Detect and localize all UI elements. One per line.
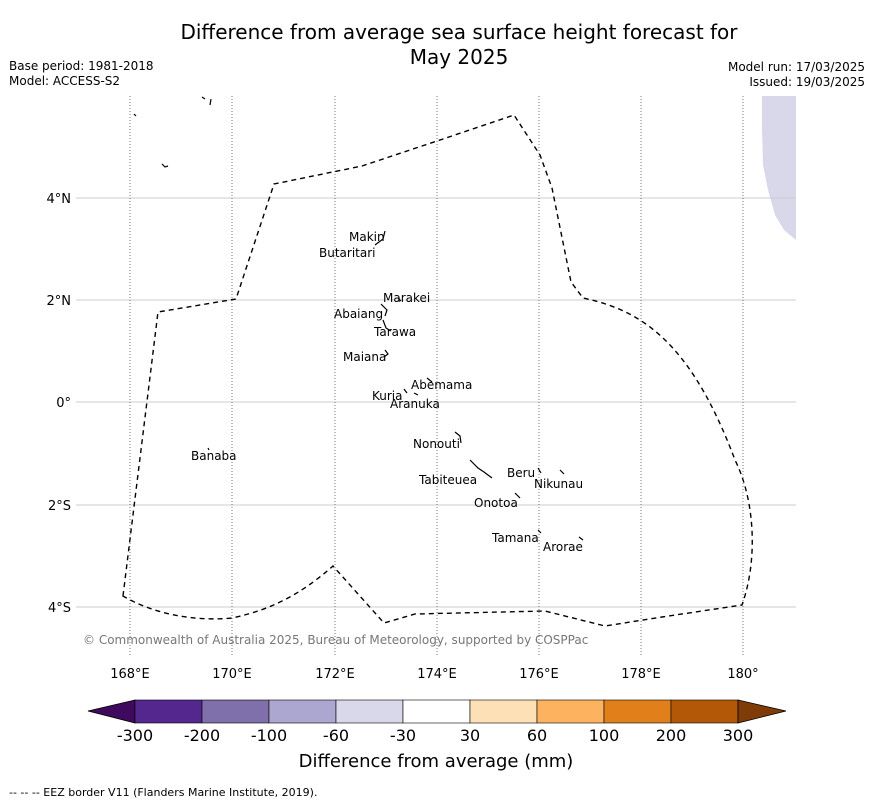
colorbar-label: -300 [117, 726, 153, 745]
copyright-text: © Commonwealth of Australia 2025, Bureau… [83, 633, 588, 647]
meta-right: Model run: 17/03/2025 Issued: 19/03/2025 [728, 60, 865, 90]
lon-tick-label: 168°E [110, 667, 150, 682]
lat-tick-label: 2°N [47, 294, 72, 309]
page-title-line2: May 2025 [409, 45, 509, 69]
colorbar-label: -30 [390, 726, 416, 745]
colorbar-label: 60 [527, 726, 547, 745]
eez-border [122, 114, 753, 627]
colorbar-label: -60 [323, 726, 349, 745]
colorbar-segment [402, 699, 471, 724]
colorbar: -300 -200 -100 -60 -30 30 60 100 200 300 Differen… [87, 699, 787, 772]
anomaly-patch [762, 96, 796, 240]
page-title: Difference from average sea surface heig… [180, 20, 738, 44]
lon-tick-label: 180° [727, 667, 758, 682]
base-period: Base period: 1981-2018 [9, 59, 154, 73]
colorbar-extend-high [737, 699, 787, 724]
colorbar-segment [134, 699, 203, 724]
lon-tick-label: 172°E [315, 667, 355, 682]
lat-tick-label: 0° [56, 396, 71, 411]
colorbar-segment [603, 699, 672, 724]
lat-tick-label: 4°N [47, 192, 72, 207]
island-label-tarawa: Tarawa [373, 325, 416, 339]
colorbar-label: 30 [460, 726, 480, 745]
colorbar-segment [670, 699, 739, 724]
lon-tick-label: 170°E [212, 667, 252, 682]
island-label-banaba: Banaba [191, 449, 237, 463]
island-label-abemama: Abemama [411, 378, 472, 392]
island-label-onotoa: Onotoa [474, 496, 518, 510]
island-label-arorae: Arorae [543, 540, 583, 554]
island-label-butaritari: Butaritari [319, 246, 376, 260]
colorbar-label: -100 [251, 726, 287, 745]
map-area: Makin Butaritari Marakei Abaiang Tarawa … [76, 96, 796, 657]
colorbar-extend-low [87, 699, 136, 724]
footer-note: -- -- -- EEZ border V11 (Flanders Marine… [9, 786, 318, 799]
lat-gridlines [76, 197, 796, 608]
lon-tick-labels: 168°E 170°E 172°E 174°E 176°E 178°E 180° [110, 667, 758, 682]
island-label-makin: Makin [349, 230, 385, 244]
island-label-abaiang: Abaiang [334, 307, 383, 321]
lat-tick-labels: 4°N 2°N 0° 2°S 4°S [47, 192, 72, 616]
issued-date: Issued: 19/03/2025 [749, 75, 865, 89]
lon-tick-label: 178°E [621, 667, 661, 682]
colorbar-segment [335, 699, 404, 724]
colorbar-segment [536, 699, 605, 724]
island-shapes [133, 96, 584, 541]
island-label-beru: Beru [507, 466, 535, 480]
island-label-nikunau: Nikunau [534, 477, 583, 491]
model-name: Model: ACCESS-S2 [9, 74, 121, 88]
lat-tick-label: 4°S [48, 601, 71, 616]
colorbar-title: Difference from average (mm) [299, 751, 574, 772]
island-label-tabiteuea: Tabiteuea [418, 473, 477, 487]
island-label-marakei: Marakei [383, 291, 430, 305]
lon-gridlines [129, 96, 744, 657]
island-label-kuria: Kuria [372, 389, 403, 403]
colorbar-label: 100 [589, 726, 620, 745]
lon-tick-label: 174°E [417, 667, 457, 682]
island-labels: Makin Butaritari Marakei Abaiang Tarawa … [191, 230, 583, 554]
island-label-aranuka: Aranuka [390, 397, 440, 411]
colorbar-label: 200 [656, 726, 687, 745]
colorbar-segment [201, 699, 270, 724]
colorbar-label: 300 [723, 726, 754, 745]
model-run: Model run: 17/03/2025 [727, 60, 865, 74]
lat-tick-label: 2°S [48, 499, 71, 514]
colorbar-segment [469, 699, 538, 724]
lon-tick-label: 176°E [519, 667, 559, 682]
meta-left: Base period: 1981-2018 Model: ACCESS-S2 [9, 59, 154, 89]
island-label-maiana: Maiana [343, 350, 386, 364]
colorbar-label: -200 [184, 726, 220, 745]
island-label-tamana: Tamana [491, 531, 539, 545]
colorbar-segment [268, 699, 337, 724]
island-label-nonouti: Nonouti [413, 437, 460, 451]
